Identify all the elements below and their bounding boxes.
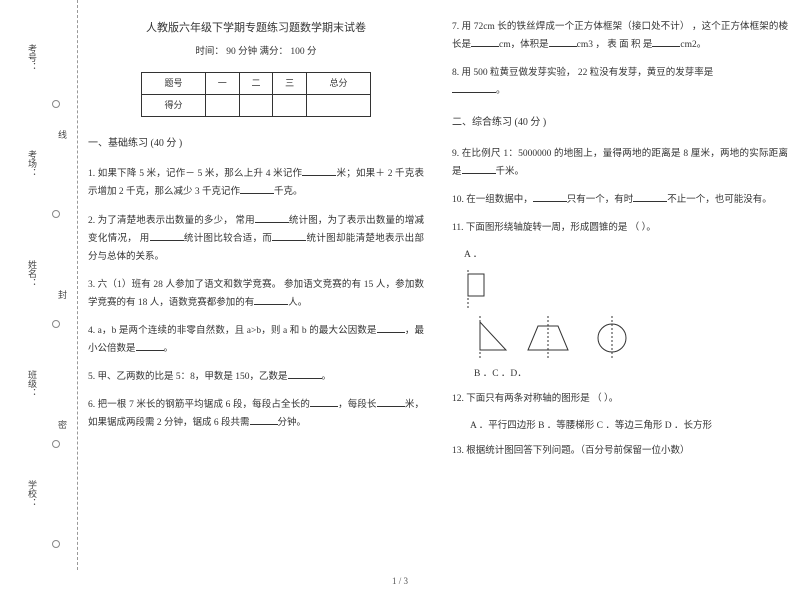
- question-4: 4. a，b 是两个连续的非零自然数，且 a>b，则 a 和 b 的最大公因数是…: [88, 322, 424, 358]
- q-text: 。: [322, 372, 332, 382]
- q12-options: A ．平行四边形 B ．等腰梯形 C ．等边三角形 D ．长方形: [470, 418, 788, 436]
- question-1: 1. 如果下降 5 米，记作－ 5 米，那么上升 4 米记作米；如果＋ 2 千克…: [88, 165, 424, 201]
- question-6: 6. 把一根 7 米长的钢筋平均锯成 6 段，每段占全长的，每段长米，如果锯成两…: [88, 396, 424, 432]
- blank: [549, 37, 577, 47]
- binding-circle: [52, 100, 60, 108]
- page-subtitle: 时间： 90 分钟 满分： 100 分: [88, 44, 424, 62]
- page-title: 人教版六年级下学期专题练习题数学期末试卷: [88, 18, 424, 38]
- q-text: 。: [496, 86, 506, 96]
- blank: [250, 415, 278, 425]
- q-text: cm2。: [680, 40, 706, 50]
- q-text: cm，体积是: [499, 40, 549, 50]
- q-text: 10. 在一组数据中，: [452, 195, 533, 205]
- q-text: cm3 ， 表 面 积 是: [577, 40, 653, 50]
- binding-labels: 考号： 考场： 姓名： 班级： 学校： 线 封 密: [8, 0, 68, 570]
- blank: [462, 164, 496, 174]
- q11-options-bcd: B ．C ．D．: [474, 366, 788, 384]
- question-13: 13. 根据统计图回答下列问题。（百分号前保留一位小数）: [452, 442, 788, 460]
- q11-shapes-bcd: [462, 316, 788, 358]
- question-8: 8. 用 500 粒黄豆做发芽实验， 22 粒没有发芽，黄豆的发芽率是。: [452, 64, 788, 100]
- question-11: 11. 下面图形绕轴旋转一周，形成圆锥的是 （ ）。: [452, 219, 788, 237]
- blank: [377, 323, 405, 333]
- q-text: 千克。: [274, 187, 303, 197]
- blank: [533, 192, 567, 202]
- blank: [272, 231, 306, 241]
- binding-circle: [52, 320, 60, 328]
- score-table: 题号 一 二 三 总分 得分: [141, 72, 371, 117]
- question-2: 2. 为了清楚地表示出数量的多少， 常用统计图，为了表示出数量的增减变化情况， …: [88, 212, 424, 266]
- cell: [273, 94, 307, 116]
- rectangle-icon: [462, 270, 502, 308]
- q-text: 。: [164, 344, 174, 354]
- label-examno: 考号：: [26, 44, 39, 71]
- table-row: 得分: [142, 94, 371, 116]
- q-text: 只有一个，有时: [567, 195, 634, 205]
- binding-circle: [52, 440, 60, 448]
- q-text: 2. 为了清楚地表示出数量的多少， 常用: [88, 216, 255, 226]
- q11-shape-a: [462, 270, 788, 308]
- q-text: 统计图比较合适，而: [184, 234, 273, 244]
- blank: [652, 37, 680, 47]
- q11-option-a: A ．: [464, 247, 788, 265]
- q-text: 1. 如果下降 5 米，记作－ 5 米，那么上升 4 米记作: [88, 169, 302, 179]
- blank: [633, 192, 667, 202]
- q-text: 人。: [288, 298, 307, 308]
- blank: [377, 397, 405, 407]
- label-class: 班级：: [26, 370, 39, 397]
- cell: 题号: [142, 72, 206, 94]
- cut-label-1: 线: [56, 130, 69, 139]
- page-footer: 1 / 3: [0, 576, 800, 586]
- cell: 得分: [142, 94, 206, 116]
- question-3: 3. 六（1）班有 28 人参加了语文和数学竞赛。 参加语文竞赛的有 15 人，…: [88, 276, 424, 312]
- label-name: 姓名：: [26, 260, 39, 287]
- cell: 三: [273, 72, 307, 94]
- question-10: 10. 在一组数据中， 只有一个，有时 不止一个，也可能没有。: [452, 191, 788, 209]
- q-text: 不止一个，也可能没有。: [667, 195, 772, 205]
- page-columns: 人教版六年级下学期专题练习题数学期末试卷 时间： 90 分钟 满分： 100 分…: [88, 18, 788, 470]
- cut-label-2: 封: [56, 290, 69, 299]
- binding-margin: 考号： 考场： 姓名： 班级： 学校： 线 封 密: [0, 0, 78, 570]
- question-9: 9. 在比例尺 1：5000000 的地图上，量得两地的距离是 8 厘米，两地的…: [452, 145, 788, 181]
- cell: 一: [205, 72, 239, 94]
- right-column: 7. 用 72cm 长的铁丝焊成一个正方体框架（接口处不计） ，这个正方体框架的…: [452, 18, 788, 470]
- blank: [136, 341, 164, 351]
- table-row: 题号 一 二 三 总分: [142, 72, 371, 94]
- shapes-row-icon: [462, 316, 652, 358]
- q-text: 8. 用 500 粒黄豆做发芽实验， 22 粒没有发芽，黄豆的发芽率是: [452, 68, 713, 78]
- section-heading-2: 二、综合练习 (40 分 ): [452, 114, 788, 133]
- blank: [255, 213, 289, 223]
- binding-circle: [52, 210, 60, 218]
- binding-circle: [52, 540, 60, 548]
- cell: 总分: [307, 72, 371, 94]
- q-text: 6. 把一根 7 米长的钢筋平均锯成 6 段，每段占全长的: [88, 400, 310, 410]
- blank: [150, 231, 184, 241]
- cell: [307, 94, 371, 116]
- label-room: 考场：: [26, 150, 39, 177]
- blank: [310, 397, 338, 407]
- blank: [288, 369, 322, 379]
- q-text: 分钟。: [278, 418, 307, 428]
- cell: [239, 94, 273, 116]
- question-7: 7. 用 72cm 长的铁丝焊成一个正方体框架（接口处不计） ，这个正方体框架的…: [452, 18, 788, 54]
- cell: 二: [239, 72, 273, 94]
- left-column: 人教版六年级下学期专题练习题数学期末试卷 时间： 90 分钟 满分： 100 分…: [88, 18, 424, 470]
- question-5: 5. 甲、乙两数的比是 5：8，甲数是 150，乙数是 。: [88, 368, 424, 386]
- cell: [205, 94, 239, 116]
- blank: [240, 184, 274, 194]
- q-text: 5. 甲、乙两数的比是 5：8，甲数是 150，乙数是: [88, 372, 288, 382]
- blank: [471, 37, 499, 47]
- blank: [452, 83, 496, 93]
- question-12: 12. 下面只有两条对称轴的图形是 （ ）。: [452, 390, 788, 408]
- label-school: 学校：: [26, 480, 39, 507]
- section-heading-1: 一、基础练习 (40 分 ): [88, 135, 424, 154]
- q-text: 千米。: [496, 167, 525, 177]
- q-text: ，每段长: [338, 400, 377, 410]
- blank: [302, 166, 336, 176]
- cut-label-3: 密: [56, 420, 69, 429]
- q-text: 4. a，b 是两个连续的非零自然数，且 a>b，则 a 和 b 的最大公因数是: [88, 326, 377, 336]
- blank: [254, 295, 288, 305]
